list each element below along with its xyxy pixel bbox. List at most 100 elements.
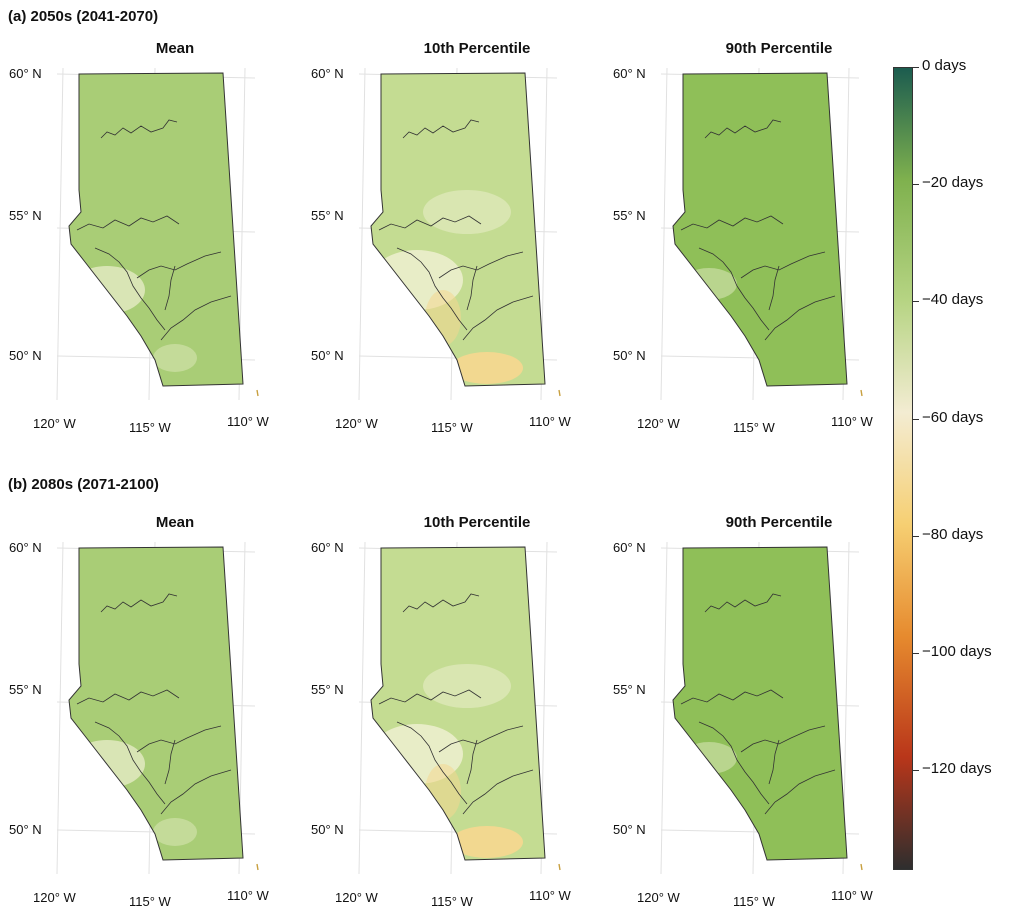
latitude-label: 55° N <box>311 682 344 697</box>
river-line <box>462 769 534 815</box>
river-line <box>164 265 176 311</box>
river-line <box>396 721 468 805</box>
small-marker <box>558 389 561 397</box>
colorbar-label: −60 days <box>922 408 984 426</box>
river-line <box>402 119 480 139</box>
longitude-label: 110° W <box>529 888 571 903</box>
river-line <box>740 725 826 753</box>
latitude-label: 60° N <box>311 540 344 555</box>
longitude-label: 120° W <box>33 890 76 905</box>
map-svg <box>56 541 259 875</box>
province-border <box>672 546 848 861</box>
river-line <box>396 247 468 331</box>
river-line <box>76 689 180 705</box>
panel-title: Mean <box>155 40 195 57</box>
latitude-label: 55° N <box>311 208 344 223</box>
small-marker <box>860 389 863 397</box>
value-region <box>153 818 197 846</box>
colorbar-tick <box>913 770 919 772</box>
latitude-label: 60° N <box>613 540 646 555</box>
map-svg <box>660 541 863 875</box>
graticule-line <box>358 541 366 875</box>
river-line <box>764 769 836 815</box>
river-line <box>94 721 166 805</box>
river-line <box>136 251 222 279</box>
river-line <box>462 295 534 341</box>
panel-title: 90th Percentile <box>725 40 833 57</box>
longitude-label: 110° W <box>227 888 269 903</box>
longitude-label: 120° W <box>637 890 680 905</box>
colorbar-label: −80 days <box>922 525 984 543</box>
map-svg <box>358 541 561 875</box>
latitude-label: 50° N <box>311 822 344 837</box>
panel-title: Mean <box>155 514 195 531</box>
value-region <box>681 268 737 300</box>
longitude-label: 115° W <box>733 420 775 435</box>
river-line <box>378 689 482 705</box>
river-line <box>466 739 478 785</box>
latitude-label: 60° N <box>9 66 42 81</box>
river-line <box>438 725 524 753</box>
value-region <box>423 190 511 234</box>
map-svg <box>358 67 561 401</box>
value-region <box>451 352 523 384</box>
colorbar-tick <box>913 418 919 420</box>
latitude-label: 60° N <box>311 66 344 81</box>
latitude-label: 55° N <box>613 208 646 223</box>
river-line <box>136 725 222 753</box>
graticule-line <box>56 541 64 875</box>
latitude-label: 55° N <box>613 682 646 697</box>
colorbar-label: −100 days <box>922 643 992 661</box>
graticule-line <box>56 67 64 401</box>
river-line <box>698 721 770 805</box>
river-line <box>768 739 780 785</box>
colorbar-label: 0 days <box>922 57 967 74</box>
graticule-line <box>358 67 366 401</box>
river-line <box>94 247 166 331</box>
map-svg <box>56 67 259 401</box>
colorbar-tick <box>913 653 919 655</box>
river-line <box>704 119 782 139</box>
alberta-shape <box>69 547 243 860</box>
province-border <box>370 72 546 387</box>
latitude-label: 55° N <box>9 208 42 223</box>
alberta-shape <box>673 73 847 386</box>
province-border <box>672 72 848 387</box>
section-title-b: (b) 2080s (2071-2100) <box>8 476 159 493</box>
latitude-label: 50° N <box>9 822 42 837</box>
section-title-a: (a) 2050s (2041-2070) <box>8 8 159 25</box>
river-line <box>76 215 180 231</box>
longitude-label: 115° W <box>129 420 171 435</box>
longitude-label: 115° W <box>431 420 473 435</box>
longitude-label: 115° W <box>129 894 171 909</box>
longitude-label: 120° W <box>335 416 378 431</box>
longitude-label: 120° W <box>335 890 378 905</box>
river-line <box>764 295 836 341</box>
map-panel-2050s-p10: 10th Percentile 60° N 55° N 50° N 120° W 115… <box>311 40 647 440</box>
alberta-shape <box>69 73 243 386</box>
graticule-line <box>660 67 668 401</box>
river-line <box>160 295 232 341</box>
map-panel-2050s-p90: 90th Percentile 60° N 55° N 50° N 120° W 115… <box>613 40 949 440</box>
small-marker <box>558 863 561 871</box>
river-line <box>698 247 770 331</box>
colorbar-label: −20 days <box>922 174 984 192</box>
value-region <box>153 344 197 372</box>
panel-title: 10th Percentile <box>423 40 531 57</box>
longitude-label: 110° W <box>227 414 269 429</box>
colorbar-tick <box>913 301 919 303</box>
river-line <box>100 119 178 139</box>
latitude-label: 60° N <box>613 66 646 81</box>
colorbar <box>893 67 913 870</box>
river-line <box>402 593 480 613</box>
map-panel-2080s-p10: 10th Percentile 60° N 55° N 50° N 120° W 115… <box>311 514 647 914</box>
province-border <box>370 546 546 861</box>
colorbar-tick <box>913 535 919 537</box>
river-line <box>378 215 482 231</box>
colorbar-tick <box>913 184 919 186</box>
graticule-line <box>660 541 668 875</box>
river-line <box>438 251 524 279</box>
latitude-label: 50° N <box>613 348 646 363</box>
river-line <box>740 251 826 279</box>
longitude-label: 115° W <box>431 894 473 909</box>
